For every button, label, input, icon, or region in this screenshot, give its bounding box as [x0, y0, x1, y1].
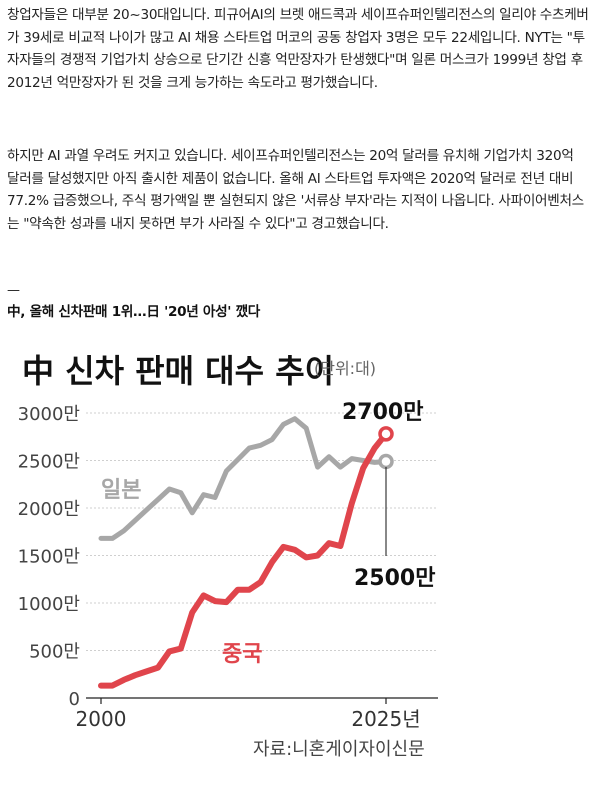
- y-tick-label: 2500만: [18, 452, 80, 473]
- y-tick-label: 1000만: [18, 594, 80, 615]
- sales-trend-chart: 中 신차 판매 대수 추이 (단위:대) 0 500만 1000만 1500만 2000…: [18, 352, 438, 760]
- x-axis: 2000 2025년: [76, 698, 421, 731]
- series-endpoint-0: [378, 453, 394, 470]
- x-tick-label: 2000: [76, 707, 127, 731]
- y-tick-label: 500만: [29, 642, 80, 663]
- article-paragraph-1: 창업자들은 대부분 20~30대입니다. 피규어AI의 브렛 애드콕과 세이프슈…: [7, 7, 589, 91]
- series-label-china: 중국: [222, 642, 262, 667]
- y-tick-label: 2000만: [18, 499, 80, 520]
- y-tick-label: 1500만: [18, 547, 80, 568]
- chart-unit: (단위:대): [314, 359, 376, 378]
- series-line-0: [98, 416, 389, 541]
- x-tick-label: 2025년: [351, 707, 420, 731]
- chart-source: 자료:니혼게이자이신문: [253, 739, 425, 760]
- section-divider: —: [7, 283, 20, 298]
- annotation-japan-2025: 2500만: [354, 566, 435, 591]
- y-tick-label: 3000만: [18, 404, 80, 425]
- y-axis: 0 500만 1000만 1500만 2000만 2500만 3000만: [18, 404, 80, 710]
- article-paragraph-2: 하지만 AI 과열 우려도 커지고 있습니다. 세이프슈퍼인텔리전스는 20억 …: [7, 148, 584, 232]
- y-tick-label: 0: [69, 689, 80, 710]
- series-label-japan: 일본: [101, 478, 141, 503]
- article-subheading: 中, 올해 신차판매 1위…日 '20년 아성' 깼다: [7, 304, 261, 320]
- annotation-china-2025: 2700만: [342, 400, 423, 425]
- series-endpoint-1: [378, 426, 394, 442]
- chart-title: 中 신차 판매 대수 추이: [22, 352, 334, 390]
- series-line-1: [98, 430, 389, 689]
